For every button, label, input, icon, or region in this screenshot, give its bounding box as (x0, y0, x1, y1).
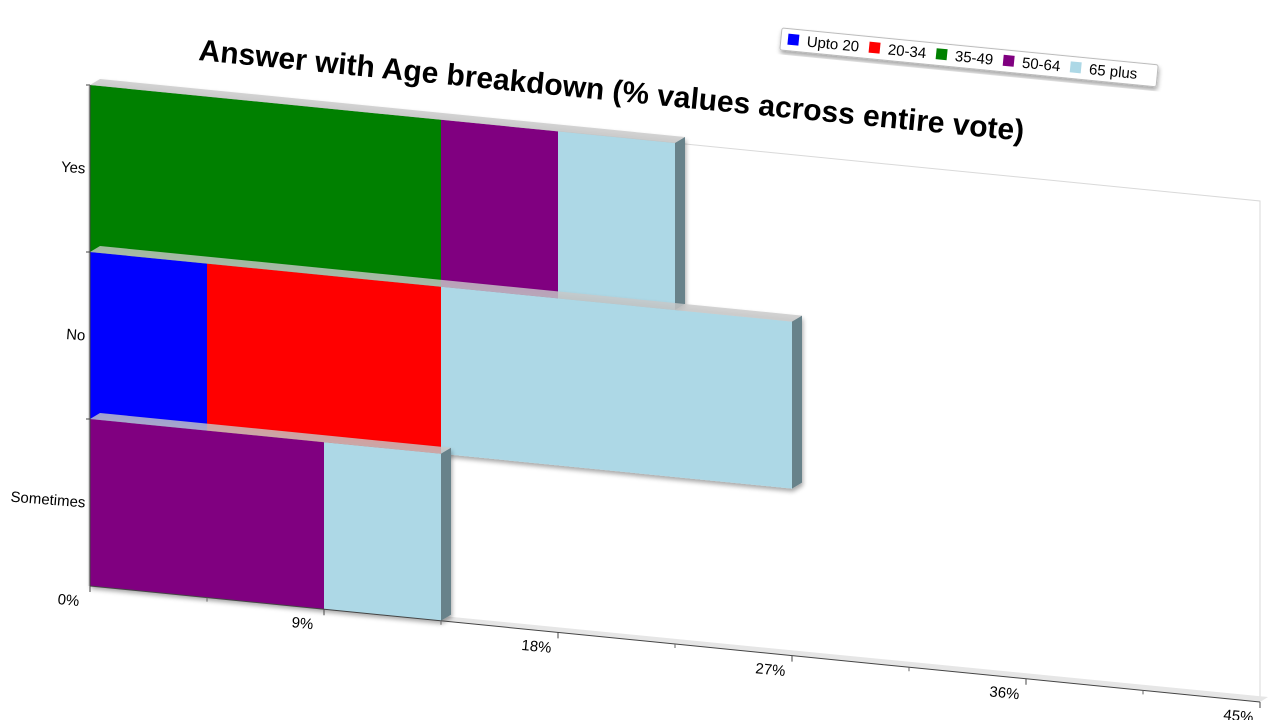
bar-end-face (792, 315, 802, 489)
bar-yes-50-64 (441, 119, 558, 299)
x-tick-label: 0% (57, 591, 80, 610)
bar-top-face (90, 413, 451, 454)
x-tick-label: 9% (291, 614, 314, 633)
x-tick-label: 36% (989, 683, 1021, 703)
bar-no-65-plus (441, 286, 792, 489)
bar-row-sometimes (90, 413, 451, 621)
legend-swatch (935, 48, 948, 61)
x-tick-label: 27% (755, 660, 787, 680)
legend-swatch (868, 41, 881, 54)
legend-item-label: Upto 20 (806, 34, 860, 56)
bar-row-no (90, 246, 802, 489)
bar-sometimes-50-64 (90, 419, 324, 610)
bar-sometimes-65-plus (324, 442, 441, 621)
axes: Yes No Sometimes 0% 9% 18% 27% 36% 45% (10, 84, 1261, 720)
bars (90, 79, 802, 621)
bar-yes-35-49 (90, 85, 441, 287)
bar-no-20-34 (207, 263, 441, 454)
legend-item-label: 35-49 (954, 48, 994, 69)
y-tick-label: No (66, 326, 86, 344)
bar-no-upto-20 (90, 252, 207, 431)
legend-box: Upto 20 20-34 35-49 50-64 65 plus (779, 27, 1159, 88)
y-tick-label: Yes (60, 159, 86, 178)
legend-item-label: 20-34 (887, 41, 927, 62)
legend-swatch (1069, 61, 1082, 74)
bar-yes-65-plus (558, 131, 675, 310)
bar-top-face (90, 79, 685, 143)
legend-swatch (1002, 54, 1015, 67)
x-tick-label: 18% (521, 637, 553, 657)
x-tick-label: 45% (1223, 707, 1255, 720)
legend-item-label: 50-64 (1021, 55, 1061, 76)
legend-item-label: 65 plus (1088, 61, 1138, 83)
bar-end-face (441, 447, 451, 621)
bar-end-face (675, 137, 685, 310)
legend-swatch (787, 33, 800, 46)
bar-top-face (90, 246, 802, 322)
y-tick-label: Sometimes (10, 489, 86, 512)
legend: Upto 20 20-34 35-49 50-64 65 plus (779, 27, 1159, 88)
bar-row-yes (90, 79, 685, 310)
